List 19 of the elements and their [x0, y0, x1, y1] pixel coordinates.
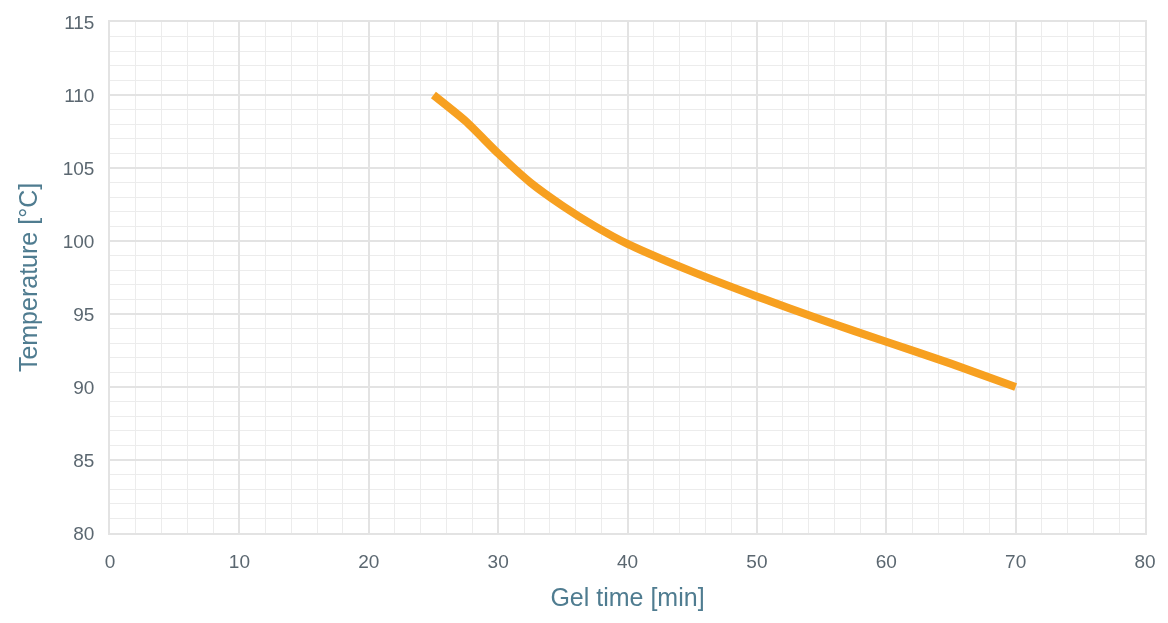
y-tick-label: 80: [73, 522, 95, 544]
x-tick-label: 80: [1134, 550, 1156, 572]
x-tick-label: 40: [616, 550, 639, 572]
x-axis-title: Gel time [min]: [550, 583, 705, 612]
x-tick-label: 50: [746, 550, 768, 572]
y-tick-label: 115: [64, 11, 95, 33]
x-tick-label: 0: [104, 550, 116, 572]
x-tick-label: 10: [228, 550, 250, 572]
y-tick-label: 105: [62, 157, 95, 179]
y-tick-label: 110: [64, 84, 95, 106]
y-tick-label: 85: [73, 449, 95, 471]
x-tick-label: 60: [875, 550, 897, 572]
y-tick-label: 90: [73, 376, 95, 398]
y-tick-label: 100: [62, 230, 95, 252]
x-tick-label: 20: [358, 550, 380, 572]
y-tick-label: 95: [73, 303, 95, 325]
y-axis-title: Temperature [°C]: [14, 182, 42, 373]
x-tick-label: 30: [487, 550, 509, 572]
x-tick-label: 70: [1005, 550, 1027, 572]
